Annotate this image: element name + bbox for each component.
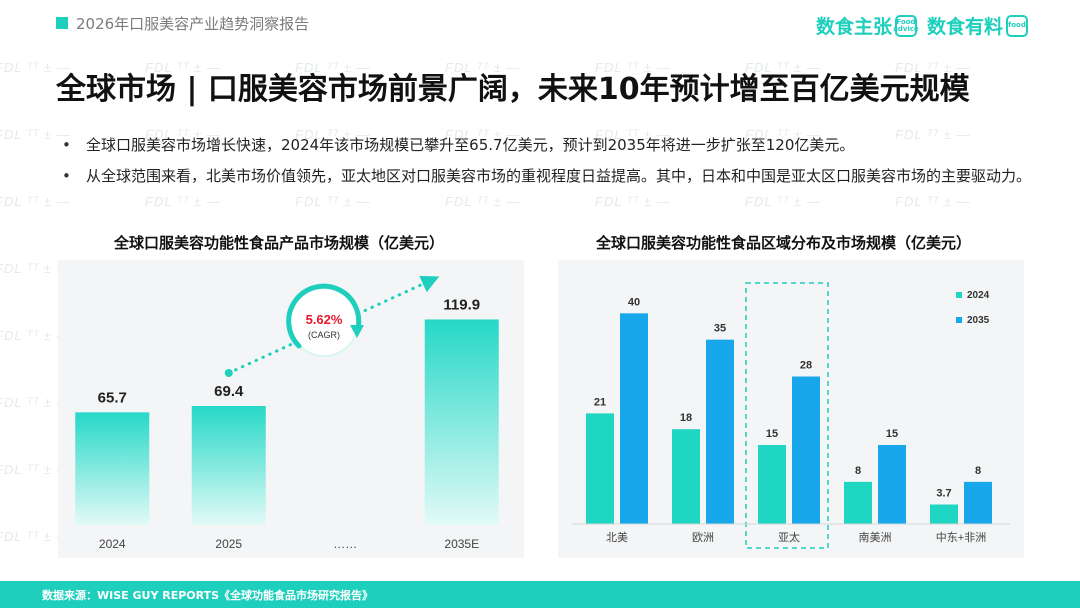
highlight-box [745, 282, 829, 549]
watermark-text: FDL ᵀᵀ ± — [445, 194, 521, 209]
footer-bar: 数据来源：WISE GUY REPORTS《全球功能食品市场研究报告》 [0, 581, 1080, 608]
bar [792, 376, 820, 524]
x-tick-label: 2035E [444, 537, 479, 551]
bullet-item: 从全球范围来看，北美市场价值领先，亚太地区对口服美容市场的重视程度日益提高。其中… [62, 163, 1032, 190]
bullet-list: 全球口服美容市场增长快速，2024年该市场规模已攀升至65.7亿美元，预计到20… [62, 132, 1032, 194]
watermark-text: FDL ᵀᵀ ± — [0, 194, 71, 209]
bar [878, 445, 906, 524]
x-tick-label: 南美洲 [859, 531, 892, 544]
legend-swatch [956, 317, 962, 323]
bullet-item: 全球口服美容市场增长快速，2024年该市场规模已攀升至65.7亿美元，预计到20… [62, 132, 1032, 159]
watermark-text: FDL ᵀᵀ ± — [745, 194, 821, 209]
watermark-text: FDL ᵀᵀ ± — [0, 127, 71, 142]
watermark-text: FDL ᵀᵀ ± — [295, 194, 371, 209]
bar [191, 406, 266, 525]
bar [844, 481, 872, 524]
growth-arrow-start-dot [224, 369, 233, 377]
logo-right-badge: food [1006, 14, 1028, 37]
data-source: 数据来源：WISE GUY REPORTS《全球功能食品市场研究报告》 [42, 589, 374, 602]
bar [706, 339, 734, 524]
watermark-text: FDL ᵀᵀ ± — [145, 194, 221, 209]
data-label: 35 [714, 323, 726, 335]
right-chart-title: 全球口服美容功能性食品区域分布及市场规模（亿美元） [596, 234, 972, 252]
data-label: 15 [766, 428, 778, 440]
x-tick-label: 2024 [99, 537, 126, 551]
cagr-ring-arrow-icon [350, 325, 364, 338]
data-label: 65.7 [98, 389, 127, 406]
x-tick-label: 北美 [606, 531, 628, 544]
report-title: 2026年口服美容产业趋势洞察报告 [76, 14, 310, 33]
logo-left-badge: Food advice [893, 14, 919, 37]
legend-swatch [956, 292, 962, 298]
left-chart-panel: 65.7 2024 69.4 2025 …… 119.9 2035E 5.62% (CAGR) [58, 260, 524, 558]
x-tick-label: 欧洲 [692, 531, 714, 544]
bar [620, 313, 648, 524]
bar [75, 412, 150, 525]
cagr-ring [286, 283, 362, 349]
data-label: 28 [800, 360, 812, 372]
cagr-value: 5.62% [306, 312, 343, 327]
right-chart-panel: 21 40 北美 18 35 欧洲 15 28 亚太 8 15 南美洲 3.7 8 中东+非洲 2024 203… [558, 260, 1024, 558]
data-label: 3.7 [936, 488, 951, 500]
x-tick-label: …… [333, 537, 357, 551]
data-label: 18 [680, 412, 692, 424]
cagr-label: (CAGR) [308, 330, 340, 340]
bar [930, 504, 958, 524]
report-header: 2026年口服美容产业趋势洞察报告 [56, 12, 309, 34]
regional-distribution-chart: 21 40 北美 18 35 欧洲 15 28 亚太 8 15 南美洲 3.7 8 中东+非洲 2024 203… [572, 282, 1010, 549]
x-tick-label: 亚太 [778, 531, 800, 544]
left-chart-title: 全球口服美容功能性食品产品市场规模（亿美元） [114, 234, 445, 252]
data-label: 8 [855, 465, 861, 477]
watermark-text: FDL ᵀᵀ ± — [895, 194, 971, 209]
page-title: 全球市场 | 口服美容市场前景广阔，未来10年预计增至百亿美元规模 [56, 72, 970, 107]
brand-logos: 数食主张 Food advice 数食有料 food [816, 12, 1028, 39]
data-label: 69.4 [214, 383, 244, 400]
bar [964, 481, 992, 524]
logo-right-text: 数食有料 [926, 16, 1003, 38]
header-square-icon [56, 17, 68, 29]
logo-left-text: 数食主张 [815, 16, 892, 38]
data-label: 8 [975, 465, 981, 477]
legend-label: 2035 [967, 315, 990, 326]
x-tick-label: 2025 [215, 537, 242, 551]
bar [424, 319, 499, 525]
bar [586, 413, 614, 524]
watermark-text: FDL ᵀᵀ ± — [595, 194, 671, 209]
data-label: 21 [594, 396, 606, 408]
logo-shushizhuzhang: 数食主张 Food advice [815, 12, 919, 39]
x-tick-label: 中东+非洲 [936, 531, 986, 544]
bar [758, 445, 786, 524]
bar [672, 429, 700, 524]
market-size-chart: 65.7 2024 69.4 2025 …… 119.9 2035E 5.62% (CAGR) [75, 275, 499, 551]
logo-shushiyouliao: 数食有料 food [927, 12, 1028, 39]
data-label: 15 [886, 428, 898, 440]
legend-label: 2024 [967, 290, 990, 301]
data-label: 40 [628, 296, 640, 308]
data-label: 119.9 [443, 296, 480, 313]
